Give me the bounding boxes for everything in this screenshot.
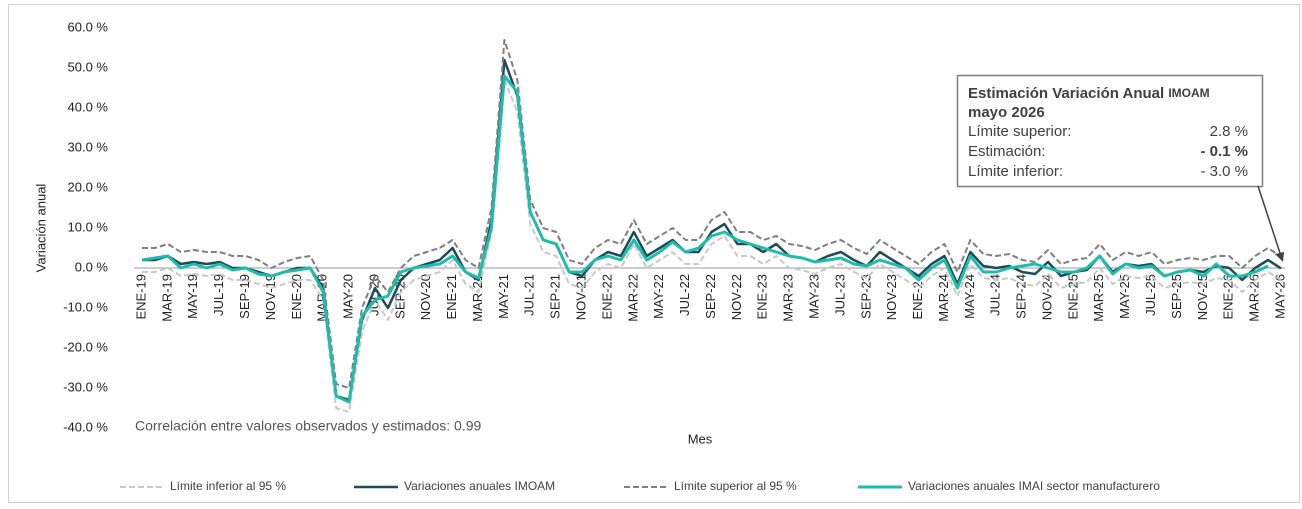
estimate-row-label: Límite superior: xyxy=(968,123,1071,140)
x-tick-label: MAR-21 xyxy=(470,274,485,322)
x-tick-label: JUL-24 xyxy=(988,274,1003,316)
y-tick-label: 20.0 % xyxy=(68,179,109,194)
x-tick-label: SEP-23 xyxy=(858,274,873,319)
estimate-box-frame xyxy=(956,74,1264,188)
x-tick-label: MAY-19 xyxy=(185,274,200,319)
x-tick-label: MAR-22 xyxy=(625,274,640,322)
y-tick-label: 60.0 % xyxy=(68,19,109,34)
estimate-box: Estimación Variación Anual IMOAM mayo 20… xyxy=(956,74,1284,262)
x-tick-label: SEP-25 xyxy=(1169,274,1184,319)
y-tick-label: 40.0 % xyxy=(68,99,109,114)
x-tick-label: SEP-24 xyxy=(1014,274,1029,319)
x-tick-label: JUL-22 xyxy=(677,274,692,316)
estimate-row-label: Estimación: xyxy=(968,143,1046,160)
x-tick-label: MAY-24 xyxy=(962,274,977,319)
x-tick-label: MAR-25 xyxy=(1091,274,1106,322)
x-tick-label: NOV-20 xyxy=(418,274,433,320)
estimate-row-value: - 0.1 % xyxy=(1200,143,1248,160)
x-tick-label: ENE-26 xyxy=(1221,274,1236,320)
x-tick-label: SEP-19 xyxy=(237,274,252,319)
x-tick-label: ENE-22 xyxy=(599,274,614,320)
y-tick-label: 10.0 % xyxy=(68,219,109,234)
legend-label: Límite inferior al 95 % xyxy=(170,479,286,493)
y-tick-label: 50.0 % xyxy=(68,59,109,74)
legend: Límite inferior al 95 % Variaciones anual… xyxy=(120,479,1160,493)
x-tick-label: JUL-19 xyxy=(211,274,226,316)
estimate-box-subtitle: mayo 2026 xyxy=(968,104,1045,121)
x-tick-label: MAY-22 xyxy=(651,274,666,319)
legend-label: Variaciones anuales IMOAM xyxy=(404,479,555,493)
x-tick-label: MAY-26 xyxy=(1272,274,1287,319)
y-axis-title: Variación anual xyxy=(33,184,48,273)
legend-label: Límite superior al 95 % xyxy=(674,479,797,493)
x-tick-label: ENE-20 xyxy=(289,274,304,320)
y-tick-label: -10.0 % xyxy=(63,299,108,314)
estimate-box-title: Estimación Variación Anual IMOAM xyxy=(968,85,1210,102)
y-tick-label: 30.0 % xyxy=(68,139,109,154)
estimate-arrow xyxy=(1257,185,1282,257)
x-tick-label: SEP-22 xyxy=(703,274,718,319)
x-tick-label: JUL-23 xyxy=(832,274,847,316)
x-axis-title: Mes xyxy=(688,431,713,446)
x-tick-label: JUL-25 xyxy=(1143,274,1158,316)
x-tick-label: NOV-21 xyxy=(574,274,589,320)
y-tick-label: -30.0 % xyxy=(63,379,108,394)
estimate-arrowhead xyxy=(1275,252,1284,262)
x-tick-label: ENE-21 xyxy=(444,274,459,320)
legend-label: Variaciones anuales IMAI sector manufact… xyxy=(908,479,1160,493)
x-tick-label: MAR-24 xyxy=(936,274,951,322)
x-tick-label: NOV-25 xyxy=(1195,274,1210,320)
x-tick-label: ENE-23 xyxy=(755,274,770,320)
x-tick-label: ENE-19 xyxy=(133,274,148,320)
x-tick-label: MAR-19 xyxy=(159,274,174,322)
estimate-row-value: 2.8 % xyxy=(1210,123,1248,140)
estimate-row-label: Límite inferior: xyxy=(968,163,1063,180)
x-tick-label: ENE-25 xyxy=(1065,274,1080,320)
x-tick-label: MAR-26 xyxy=(1247,274,1262,322)
x-tick-label: MAY-23 xyxy=(806,274,821,319)
y-tick-label: 0.0 % xyxy=(75,259,109,274)
x-tick-label: MAY-25 xyxy=(1117,274,1132,319)
y-tick-label: -20.0 % xyxy=(63,339,108,354)
x-tick-label: MAY-21 xyxy=(496,274,511,319)
plot-area: -40.0 % -30.0 % -20.0 % -10.0 % 0.0 % 10.0 % 2… xyxy=(63,19,1287,434)
x-tick-label: MAY-20 xyxy=(341,274,356,319)
series-line xyxy=(141,74,1269,404)
y-tick-label: -40.0 % xyxy=(63,419,108,434)
estimate-row-value: - 3.0 % xyxy=(1200,163,1248,180)
x-tick-label: JUL-21 xyxy=(522,274,537,316)
x-tick-label: NOV-23 xyxy=(884,274,899,320)
x-tick-label: NOV-19 xyxy=(263,274,278,320)
box-title: Estimación Variación Anual xyxy=(968,85,1164,102)
x-tick-label: SEP-21 xyxy=(548,274,563,319)
x-tick-label: MAR-23 xyxy=(781,274,796,322)
x-tick-label: NOV-24 xyxy=(1039,274,1054,320)
x-tick-label: NOV-22 xyxy=(729,274,744,320)
correlation-note: Correlación entre valores observados y e… xyxy=(135,418,482,434)
box-title-suffix: IMOAM xyxy=(1168,86,1209,100)
